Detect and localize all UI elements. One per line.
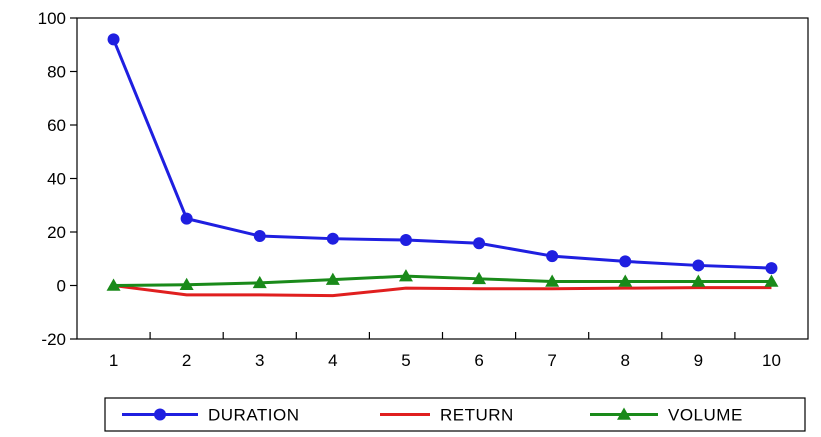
x-tick-label: 10	[762, 351, 781, 370]
data-point-duration	[473, 237, 486, 250]
x-tick-label: 4	[328, 351, 337, 370]
legend-marker-volume	[617, 407, 631, 420]
y-tick-label: 0	[57, 277, 66, 296]
data-point-duration	[619, 255, 632, 268]
legend-label-volume: VOLUME	[668, 406, 743, 425]
legend-item-duration: DURATION	[122, 406, 300, 425]
x-tick-label: 1	[109, 351, 118, 370]
x-tick-label: 9	[694, 351, 703, 370]
plot-frame	[76, 17, 809, 340]
x-tick-label: 2	[182, 351, 191, 370]
data-point-duration	[399, 234, 412, 247]
legend-item-volume: VOLUME	[590, 406, 743, 425]
data-point-volume	[472, 271, 487, 285]
series-line-return	[113, 284, 772, 298]
data-point-volume	[252, 275, 267, 289]
series-return	[113, 284, 772, 298]
x-tick-label: 3	[255, 351, 264, 370]
y-tick-label: 100	[38, 9, 66, 28]
data-point-volume	[398, 269, 413, 282]
data-point-volume	[106, 278, 121, 291]
data-point-volume	[325, 272, 340, 285]
data-point-duration	[180, 212, 193, 225]
x-tick-label: 7	[547, 351, 556, 370]
series-volume	[106, 269, 779, 291]
data-point-volume	[545, 274, 560, 287]
legend-label-return: RETURN	[440, 406, 514, 425]
data-point-duration	[692, 259, 705, 272]
data-point-volume	[618, 274, 633, 287]
legend-label-duration: DURATION	[208, 406, 300, 425]
series-line-duration	[112, 38, 772, 270]
legend-item-return: RETURN	[380, 406, 514, 425]
data-point-duration	[546, 250, 559, 263]
legend-box	[104, 397, 806, 432]
data-point-volume	[179, 277, 194, 290]
data-point-duration	[107, 33, 120, 46]
y-tick-label: 80	[47, 63, 66, 82]
series-layer	[106, 33, 779, 298]
data-point-volume	[691, 274, 706, 287]
x-tick-label: 8	[621, 351, 630, 370]
x-tick-label: 5	[401, 351, 410, 370]
y-tick-label: 20	[47, 223, 66, 242]
y-tick-label: 60	[47, 116, 66, 135]
data-point-duration	[253, 230, 266, 243]
data-point-duration	[765, 262, 778, 275]
axes: -20 0 20 40 60 80 100 1 2 3 4 5 6 7 8 9 10	[38, 9, 809, 370]
x-tick-label: 6	[474, 351, 483, 370]
series-line-volume	[113, 274, 772, 287]
legend: DURATION RETURN VOLUME	[104, 397, 806, 432]
y-tick-label: -20	[41, 330, 66, 349]
series-duration	[107, 33, 778, 275]
data-point-duration	[326, 232, 339, 245]
data-point-volume	[764, 274, 779, 287]
y-tick-label: 40	[47, 170, 66, 189]
legend-marker-duration	[154, 408, 166, 421]
